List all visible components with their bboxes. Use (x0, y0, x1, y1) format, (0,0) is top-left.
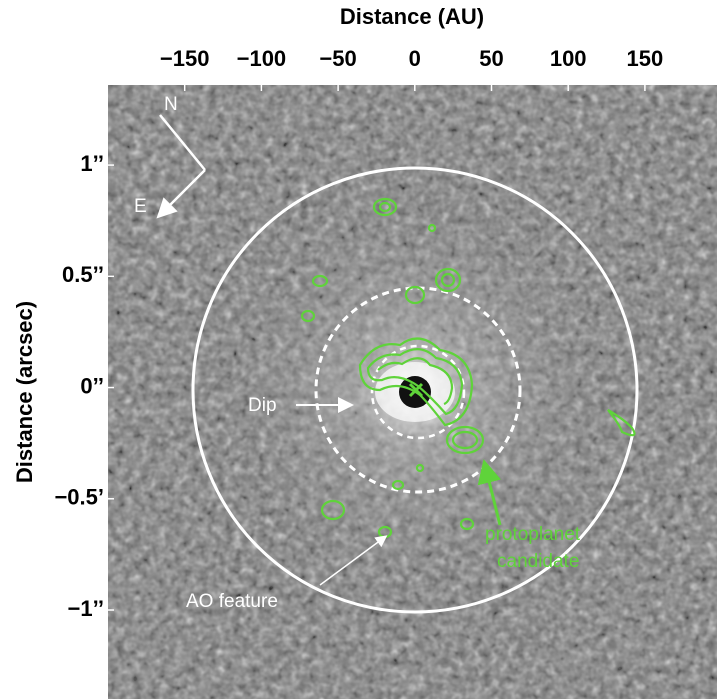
y-tick-label: 0.5’’ (62, 262, 104, 287)
x-tick-label: −100 (237, 46, 287, 71)
candidate-label: candidate (497, 551, 579, 572)
y-tick-label: 0’’ (80, 373, 104, 398)
y-tick-label: 1’’ (80, 151, 104, 176)
x-tick-label: 150 (627, 46, 664, 71)
x-axis-title: Distance (AU) (340, 4, 484, 29)
chart: N E Dip AO feature protoplanet candidate… (0, 0, 717, 699)
x-tick-label: 100 (550, 46, 587, 71)
x-tick-label: 50 (479, 46, 503, 71)
x-tick-label: −150 (160, 46, 210, 71)
ao-label: AO feature (186, 591, 278, 612)
east-label: E (134, 196, 147, 217)
candidate-label: protoplanet (485, 524, 581, 545)
x-tick-label: −50 (319, 46, 356, 71)
x-tick-label: 0 (409, 46, 421, 71)
y-tick-label: −1’’ (68, 596, 105, 621)
y-tick-label: −0.5’ (54, 485, 104, 510)
dip-label: Dip (248, 395, 277, 416)
y-axis-title: Distance (arcsec) (12, 301, 37, 483)
north-label: N (164, 94, 178, 115)
